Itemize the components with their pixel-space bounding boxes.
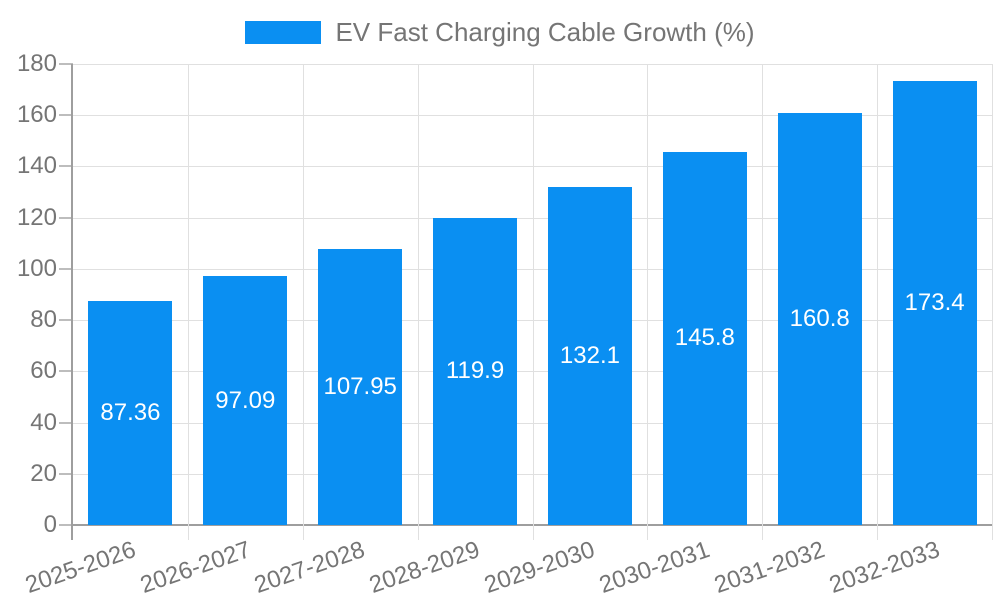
y-axis-tick: [59, 216, 73, 219]
bar[interactable]: 87.36: [88, 301, 173, 525]
bar-value-label: 119.9: [445, 357, 505, 385]
x-tick-label: 2030-2031: [595, 536, 714, 599]
x-tick-label: 2025-2026: [21, 536, 139, 599]
bar-value-label: 97.09: [215, 386, 276, 414]
v-gridline: [762, 64, 764, 540]
y-tick-label: 0: [43, 511, 57, 538]
v-gridline: [417, 64, 419, 540]
v-gridline: [647, 64, 649, 540]
bar-value-label: 145.8: [674, 324, 735, 352]
legend-label: EV Fast Charging Cable Growth (%): [335, 17, 755, 47]
legend: EV Fast Charging Cable Growth (%): [0, 17, 1000, 48]
v-gridline: [532, 64, 534, 540]
x-tick-label: 2032-2033: [825, 536, 944, 599]
bar-value-label: 160.8: [789, 305, 850, 333]
x-tick-label: 2031-2032: [710, 536, 829, 599]
bar-value-label: 132.1: [559, 341, 620, 369]
x-tick-label: 2026-2027: [136, 536, 254, 599]
bar-value-label: 173.4: [904, 288, 965, 316]
y-axis-tick: [59, 114, 73, 117]
y-axis-tick: [59, 421, 73, 424]
y-tick-label: 100: [16, 254, 57, 282]
v-gridline: [187, 64, 189, 540]
bar[interactable]: 173.4: [892, 80, 977, 525]
bar[interactable]: 160.8: [777, 113, 862, 525]
y-axis-tick: [59, 63, 73, 65]
legend-swatch: [245, 21, 322, 44]
v-gridline: [302, 64, 304, 540]
y-tick-label: 80: [30, 306, 57, 334]
bar-value-label: 107.95: [323, 372, 397, 400]
y-tick-label: 160: [16, 101, 57, 129]
bar[interactable]: 145.8: [662, 151, 747, 525]
y-axis-tick: [59, 319, 73, 322]
x-tick-label: 2029-2030: [481, 536, 599, 599]
y-axis-tick: [59, 524, 73, 526]
y-tick-label: 20: [30, 459, 57, 487]
bar[interactable]: 119.9: [433, 217, 518, 525]
y-axis-line: [71, 64, 73, 540]
y-axis-tick: [59, 472, 73, 475]
y-tick-label: 40: [30, 408, 57, 436]
v-gridline: [877, 64, 879, 540]
x-tick-label: 2028-2029: [366, 536, 484, 599]
bar[interactable]: 132.1: [547, 186, 632, 525]
x-tick-label: 2027-2028: [251, 536, 369, 599]
y-axis-tick: [59, 165, 73, 168]
bar[interactable]: 107.95: [318, 248, 403, 525]
bar-value-label: 87.36: [100, 399, 161, 427]
y-axis-tick: [59, 370, 73, 373]
y-tick-label: 180: [16, 50, 57, 77]
bar[interactable]: 97.09: [203, 276, 288, 525]
y-axis-tick: [59, 267, 73, 270]
y-tick-label: 140: [16, 152, 57, 180]
y-tick-label: 60: [30, 357, 57, 385]
y-tick-label: 120: [16, 203, 57, 231]
v-gridline: [992, 64, 993, 540]
